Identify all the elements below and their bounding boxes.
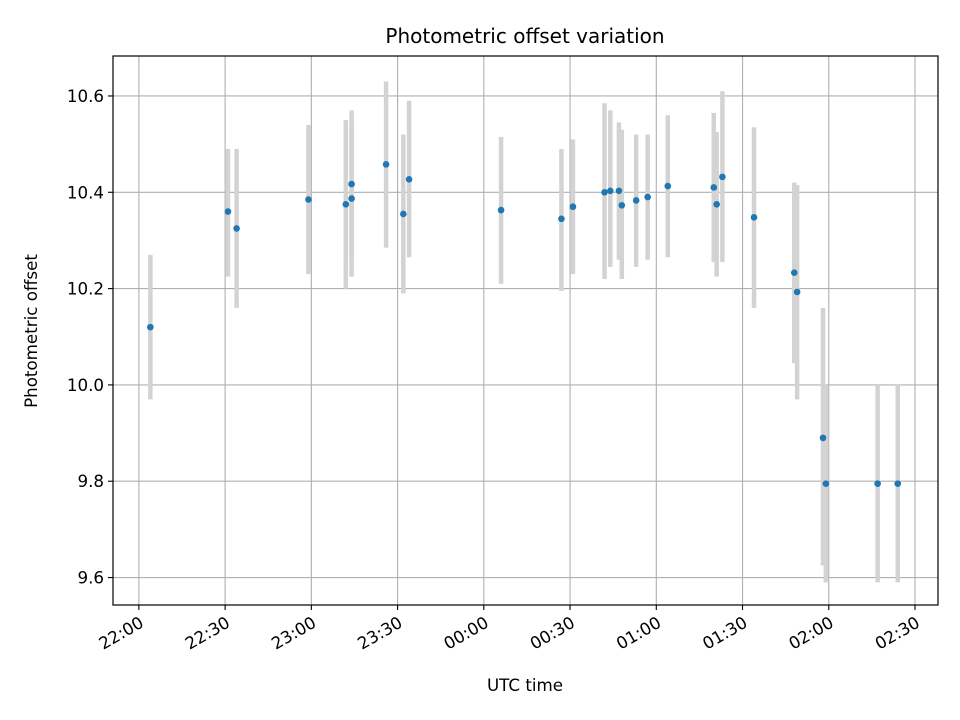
x-axis-title: UTC time [487,675,563,695]
data-point [342,201,350,208]
data-point [719,173,726,181]
data-point [750,214,758,221]
data-point [618,201,626,209]
point-layer [147,161,902,487]
y-axis-title: Photometric offset [21,254,41,408]
y-tick-label: 10.4 [67,182,104,202]
data-point [606,187,614,195]
y-tick-label: 10.0 [67,375,104,395]
data-point [233,225,240,232]
data-point [713,201,720,208]
data-point [400,210,407,218]
data-point [894,480,902,487]
data-point [569,203,577,211]
grid-layer [113,56,938,605]
y-tick-label: 9.6 [77,568,104,588]
data-point [710,184,718,191]
data-point [382,161,390,168]
data-point [497,206,505,214]
data-point [348,180,355,188]
data-point [874,480,881,487]
data-point [615,187,623,195]
plot-frame [112,55,939,606]
y-tick-label: 10.2 [67,279,104,299]
data-point [147,323,154,331]
y-tick-label: 10.6 [67,86,104,106]
data-point [405,175,413,183]
data-point [305,196,312,203]
data-point [664,182,672,190]
data-point [348,195,355,202]
data-point [601,188,608,196]
y-tick-label: 9.8 [77,471,104,491]
data-point [632,197,640,204]
data-point [819,434,827,442]
chart-title: Photometric offset variation [385,24,664,48]
data-point [793,288,801,296]
data-point [224,208,232,215]
data-point [558,215,565,223]
data-point [790,269,798,277]
data-point [822,480,830,487]
data-point [644,193,651,201]
